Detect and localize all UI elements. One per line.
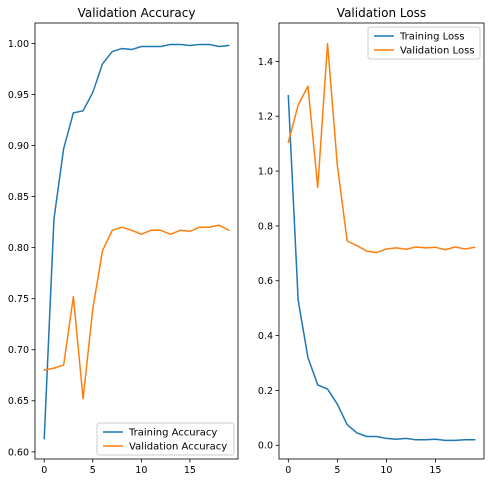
- legend-box: [367, 26, 481, 60]
- accuracy-chart: Validation Accuracy 0 5 10 15 0.60 0.65 0.70 0.7…: [8, 6, 239, 476]
- legend-label-training-accuracy: Training Accuracy: [128, 428, 217, 439]
- y-tick-label: 1.0: [258, 166, 273, 177]
- x-tick-label: 5: [334, 465, 340, 476]
- x-tick-label: 0: [285, 465, 291, 476]
- x-tick-label: 10: [135, 465, 147, 476]
- legend-box: [96, 422, 235, 456]
- y-tick-label: 0.60: [8, 447, 29, 458]
- loss-plot-frame: [278, 22, 485, 460]
- legend-label-validation-accuracy: Validation Accuracy: [129, 442, 227, 453]
- y-tick-label: 0.75: [8, 294, 29, 305]
- y-tick-label: 0.95: [8, 90, 29, 101]
- x-tick-label: 5: [90, 465, 96, 476]
- y-tick-label: 0.85: [8, 192, 29, 203]
- x-tick-label: 15: [429, 465, 441, 476]
- legend-label-training-loss: Training Loss: [399, 32, 465, 43]
- series-line-validation-loss: [287, 42, 476, 254]
- y-tick-label: 0.90: [8, 141, 29, 152]
- loss-chart: Validation Loss 0 5 10 15 0.0 0.2 0.4 0.6 0.8 1.0 1…: [258, 6, 485, 476]
- x-tick-label: 10: [380, 465, 392, 476]
- y-tick-label: 1.2: [258, 112, 273, 123]
- y-tick-label: 0.65: [8, 396, 29, 407]
- accuracy-chart-title: Validation Accuracy: [78, 6, 196, 20]
- y-tick-label: 1.4: [258, 57, 273, 68]
- series-line-validation-accuracy: [43, 224, 230, 400]
- y-tick-label: 0.80: [8, 243, 29, 254]
- loss-legend: Training Loss Validation Loss: [367, 26, 481, 60]
- y-tick-label: 0.2: [258, 386, 273, 397]
- accuracy-legend: Training Accuracy Validation Accuracy: [96, 422, 235, 456]
- y-tick-label: 0.4: [258, 331, 273, 342]
- legend-label-validation-loss: Validation Loss: [400, 46, 475, 57]
- series-line-training-loss: [287, 94, 476, 442]
- x-tick-label: 0: [41, 465, 47, 476]
- y-tick-label: 0.8: [258, 221, 273, 232]
- y-tick-label: 0.0: [258, 441, 273, 452]
- loss-chart-title: Validation Loss: [337, 6, 426, 20]
- y-tick-label: 1.00: [8, 39, 29, 50]
- y-tick-label: 0.70: [8, 345, 29, 356]
- x-tick-label: 15: [184, 465, 196, 476]
- series-line-training-accuracy: [43, 43, 230, 440]
- y-tick-label: 0.6: [258, 276, 273, 287]
- accuracy-plot-frame: [34, 22, 239, 460]
